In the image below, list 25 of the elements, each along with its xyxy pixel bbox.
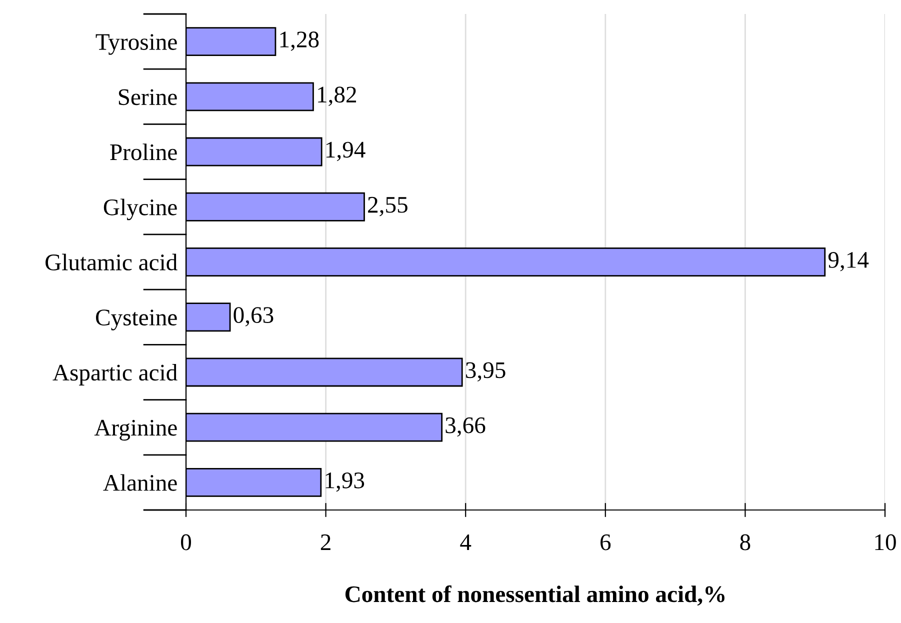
y-tick-label: Proline — [110, 144, 177, 160]
y-tick-label: Glycine — [104, 198, 177, 220]
x-axis-title: Content of nonessential amino acid,% — [345, 585, 724, 606]
y-tick-label: Cysteine — [96, 310, 177, 330]
y-tick-label: Tyrosine — [96, 34, 177, 55]
x-tick-label: 8 — [740, 534, 750, 550]
data-label: 9,14 — [828, 252, 869, 272]
data-label: 1,94 — [326, 142, 366, 162]
data-label: 2,55 — [368, 196, 408, 216]
y-tick-label: Serine — [118, 89, 177, 106]
y-tick-label: Arginine — [94, 420, 177, 441]
data-label: 3,95 — [466, 362, 506, 382]
y-tick-label: Glutamic acid — [46, 254, 178, 270]
data-label: 1,28 — [280, 32, 319, 51]
data-label: 1,82 — [318, 86, 356, 106]
y-tick-label: Alanine — [103, 474, 177, 491]
data-label: 3,66 — [446, 417, 486, 437]
x-tick-label: 0 — [180, 534, 192, 550]
data-label: 0,63 — [234, 307, 274, 326]
x-tick-label: 4 — [460, 534, 472, 550]
x-tick-label: 10 — [875, 534, 896, 550]
data-label: 1,93 — [326, 472, 364, 492]
y-tick-label: Aspartic acid — [52, 364, 178, 386]
x-tick-label: 2 — [320, 534, 330, 550]
x-tick-label: 6 — [600, 534, 611, 550]
